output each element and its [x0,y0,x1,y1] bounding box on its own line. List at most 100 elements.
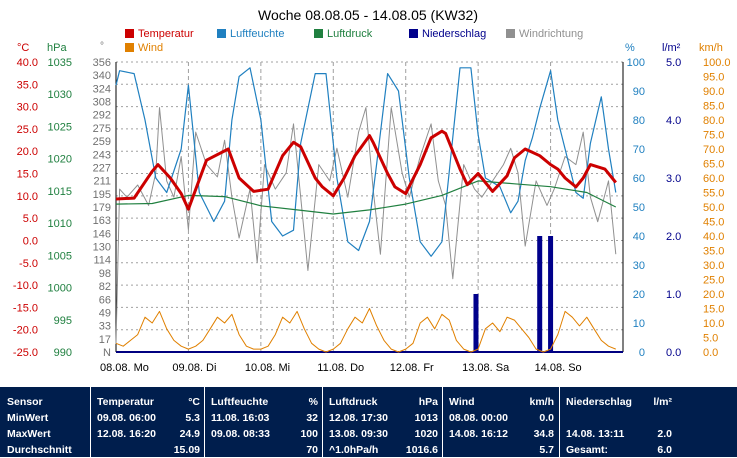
series-lines [115,67,617,353]
direction-tick-label: 259 [93,136,111,148]
wind-tick-label: 20.0 [703,289,724,301]
legend-swatch [506,29,515,38]
legend-swatch [217,29,226,38]
direction-tick-label: 33 [99,321,111,333]
temp-tick-label: 30.0 [17,102,38,114]
stats-cell-press-time: 12.08. 17:30 [329,412,388,424]
humidity-tick-label: 20 [633,289,645,301]
stats-cell-hum-val: 32 [306,412,318,424]
stats-cell-temp-val: 15.09 [173,444,200,456]
wind-tick-label: 85.0 [703,101,724,113]
stats-cell-temp-val: 24.9 [179,428,200,440]
stats-cell-rain-val: 6.0 [657,444,672,456]
direction-tick-label: 308 [93,97,111,109]
chart-background [0,0,737,387]
stats-cell-hum-val: 70 [306,444,318,456]
stats-cell-hum-time: 11.08. 16:03 [211,412,270,424]
stats-header-row: Sensor Temperatur °C Luftfeuchte % Luftd… [0,396,737,410]
wind-tick-label: 60.0 [703,173,724,185]
pressure-tick-label: 1000 [48,283,72,295]
direction-tick-label: 211 [93,176,111,188]
pressure-tick-label: 1015 [48,186,72,198]
wind-tick-label: 90.0 [703,86,724,98]
direction-tick-label: 98 [99,268,111,280]
temp-tick-label: 10.0 [17,191,38,203]
stats-cell-press-val: 1013 [414,412,438,424]
temp-tick-label: -15.0 [13,302,38,314]
stats-row-label: MinWert [7,412,49,424]
direction-tick-label: 66 [99,294,111,306]
header-humidity: Luftfeuchte [211,396,269,408]
series-line-wind [115,308,616,353]
legend-swatch [409,29,418,38]
header-rain: Niederschlag [566,396,632,408]
temp-tick-label: 20.0 [17,146,38,158]
stats-row: MaxWert 12.08. 16:20 24.9 09.08. 08:33 100 13… [0,428,737,442]
stats-cell-press-time: ^1.0hPa/h [329,444,379,456]
wind-tick-label: 65.0 [703,159,724,171]
wind-unit-label: km/h [699,42,723,54]
header-rain-unit: l/m² [653,396,672,408]
statistics-panel: Sensor Temperatur °C Luftfeuchte % Luftd… [0,387,737,457]
stats-cell-rain-val: 2.0 [657,428,672,440]
rain-tick-label: 4.0 [666,115,681,127]
legend-label: Windrichtung [519,28,583,40]
stats-cell-temp-time: 12.08. 16:20 [97,428,156,440]
direction-tick-label: 340 [93,70,111,82]
wind-tick-label: 30.0 [703,260,724,272]
rain-tick-label: 2.0 [666,231,681,243]
rain-bars [473,236,554,352]
header-humidity-unit: % [308,396,318,408]
humidity-tick-label: 90 [633,86,645,98]
wind-tick-label: 80.0 [703,115,724,127]
stats-row: Durchschnitt 15.09 70 ^1.0hPa/h 1016.6 5.7 Ges… [0,444,737,458]
wind-tick-label: 50.0 [703,202,724,214]
chart-legend: Temperatur Luftfeuchte Luftdruck Niederschl… [125,28,583,54]
pressure-tick-label: 1005 [48,250,72,262]
pressure-tick-label: 1025 [48,121,72,133]
temp-tick-label: 0.0 [23,235,38,247]
legend-label: Luftfeuchte [230,28,284,40]
temp-tick-label: -20.0 [13,325,38,337]
legend-swatch [125,43,134,52]
temp-unit-label: °C [17,42,29,54]
header-temperature: Temperatur [97,396,154,408]
direction-tick-label: 130 [93,242,111,254]
pressure-tick-label: 1030 [48,89,72,101]
pressure-tick-label: 995 [54,315,72,327]
stats-cell-temp-time: 09.08. 06:00 [97,412,156,424]
pressure-tick-label: 1010 [48,218,72,230]
legend-swatch [125,29,134,38]
pressure-tick-label: 1035 [48,57,72,69]
wind-tick-label: 55.0 [703,188,724,200]
legend-label: Wind [138,42,163,54]
weather-chart: Woche 08.08.05 - 14.08.05 (KW32) Tempera… [0,0,737,387]
temp-tick-label: 15.0 [17,169,38,181]
wind-tick-label: 10.0 [703,318,724,330]
column-separator [204,387,205,457]
direction-tick-label: 195 [93,189,111,201]
humidity-tick-label: 10 [633,318,645,330]
series-line-luftfeuchte [115,67,617,257]
humidity-tick-label: 70 [633,144,645,156]
stats-cell-rain-time: 14.08. 13:11 [566,428,625,440]
temp-tick-label: -5.0 [19,258,38,270]
direction-tick-label: 324 [93,83,111,95]
wind-tick-label: 5.0 [703,333,718,345]
wind-tick-label: 100.0 [703,57,731,69]
temp-tick-label: 5.0 [23,213,38,225]
pressure-tick-label: 1020 [48,154,72,166]
pressure-tick-label: 990 [54,347,72,359]
pressure-unit-label: hPa [47,42,67,54]
wind-tick-label: 95.0 [703,72,724,84]
rain-tick-label: 3.0 [666,173,681,185]
rain-tick-label: 5.0 [666,57,681,69]
header-temperature-unit: °C [188,396,200,408]
column-separator [322,387,323,457]
temp-tick-label: 40.0 [17,57,38,69]
column-separator [559,387,560,457]
rain-bar [473,294,479,352]
direction-tick-label: 114 [93,255,111,267]
direction-tick-label: 356 [93,57,111,69]
rain-bar [537,236,543,352]
